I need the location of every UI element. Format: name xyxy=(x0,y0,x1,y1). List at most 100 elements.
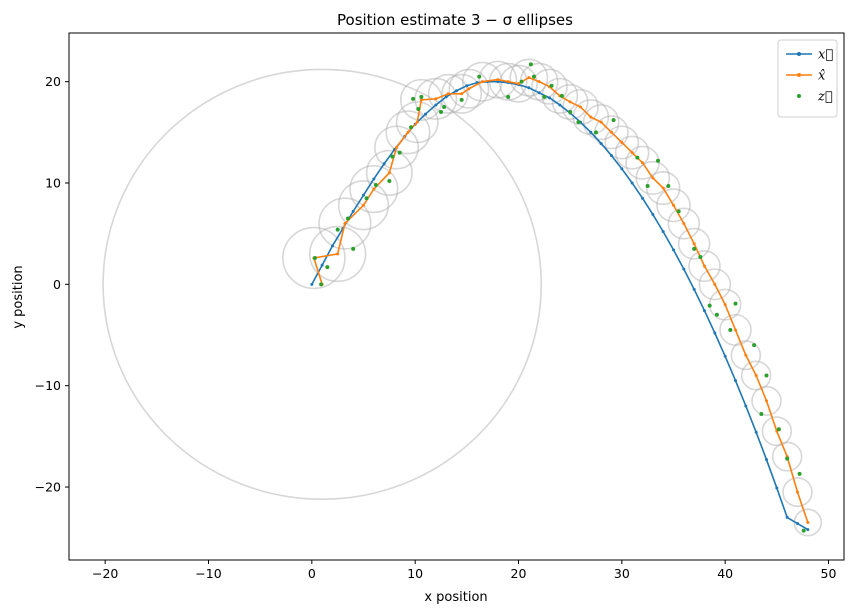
series-x-hat-point xyxy=(517,82,520,86)
series-z-point xyxy=(676,209,681,214)
series-x-true-point xyxy=(723,354,727,358)
ellipses-layer xyxy=(102,58,823,537)
series-x-true-point xyxy=(620,167,624,171)
sigma-ellipse xyxy=(551,83,589,120)
series-z-point xyxy=(459,97,464,102)
series-z-point xyxy=(714,312,719,317)
series-x-true xyxy=(310,80,810,532)
legend-x-hat-marker xyxy=(797,73,801,77)
series-x-hat-point xyxy=(568,100,572,104)
series-x-true-point xyxy=(754,430,758,434)
sigma-ellipse xyxy=(541,77,579,114)
series-x-hat-point xyxy=(703,264,706,268)
series-z-point xyxy=(532,74,536,79)
sigma-ellipse xyxy=(478,60,518,99)
series-x-hat-point xyxy=(506,80,510,84)
series-z-point xyxy=(477,74,482,79)
series-x-true-point xyxy=(692,287,696,291)
legend-z-label: z⃗ xyxy=(817,90,833,105)
series-z-point xyxy=(549,83,554,88)
x-tick-label: 50 xyxy=(821,566,837,581)
series-z-point xyxy=(611,118,616,123)
sigma-ellipse xyxy=(667,207,701,240)
series-x-hat-point xyxy=(620,140,624,144)
series-z-point xyxy=(576,120,581,125)
series-x-hat-point xyxy=(343,222,347,226)
y-tick-label: 20 xyxy=(45,74,61,89)
series-x-hat-point xyxy=(496,78,500,82)
series-z-point xyxy=(759,412,764,417)
series-z-point xyxy=(390,154,395,159)
sigma-ellipse xyxy=(385,110,431,155)
series-z-point xyxy=(542,94,547,99)
x-tick-label: 10 xyxy=(407,566,423,581)
sigma-ellipse xyxy=(656,188,691,223)
series-x-hat-point xyxy=(336,252,340,256)
sigma-ellipse xyxy=(337,180,390,231)
series-x-hat-point xyxy=(796,490,799,494)
series-z-point xyxy=(666,184,671,189)
series-x-true-point xyxy=(703,309,706,313)
series-z-point xyxy=(416,107,421,112)
sigma-ellipse xyxy=(688,250,721,283)
legend-x-true: x⃗ xyxy=(786,48,833,63)
series-x-hat-point xyxy=(723,303,727,307)
series-x-true-point xyxy=(734,379,737,383)
sigma-ellipse xyxy=(282,226,346,290)
series-z-point xyxy=(568,110,573,115)
legend-x-hat-label: x̂ xyxy=(818,69,826,84)
sigma-ellipse xyxy=(582,104,620,141)
sigma-ellipse xyxy=(349,164,399,214)
series-z-point xyxy=(698,254,703,259)
legend-x-hat: x̂ xyxy=(786,69,826,84)
sigma-ellipse xyxy=(740,360,772,391)
series-x-true-point xyxy=(351,209,355,213)
series-x-true-point xyxy=(548,96,551,100)
series-x-true-point xyxy=(310,282,314,286)
sigma-ellipse xyxy=(604,125,640,160)
x-axis-label: x position xyxy=(424,590,487,605)
legend-box xyxy=(777,39,838,118)
sigma-ellipse xyxy=(318,197,372,250)
series-z-point xyxy=(312,255,317,260)
series-x-true-point xyxy=(599,141,603,145)
series-x-hat-point xyxy=(754,374,758,378)
sigma-ellipse xyxy=(448,68,490,109)
series-x-true-point xyxy=(465,84,469,88)
series-x-hat-point xyxy=(372,187,376,191)
series-x-hat-point xyxy=(406,130,410,134)
y-tick-label: 10 xyxy=(45,175,61,190)
x-tick-label: −10 xyxy=(195,566,221,581)
y-axis-label: y position xyxy=(11,265,26,328)
series-x-hat xyxy=(312,76,810,525)
series-x-hat-point xyxy=(713,282,717,286)
series-x-true-point xyxy=(775,486,779,490)
series-z-point xyxy=(801,528,806,533)
series-x-hat-point xyxy=(734,328,737,332)
series-x-true-point xyxy=(527,86,531,90)
legend-z: z⃗ xyxy=(797,90,833,105)
series-x-true-point xyxy=(765,458,768,462)
axes-frame xyxy=(68,32,845,561)
series-x-true-point xyxy=(320,263,324,267)
sigma-ellipse xyxy=(509,58,549,97)
series-z-point xyxy=(442,104,447,109)
series-z-point xyxy=(776,427,781,432)
series-x-hat-point xyxy=(579,105,582,109)
y-tick-label: −10 xyxy=(35,378,61,393)
series-z-point xyxy=(319,282,324,287)
series-z-point xyxy=(528,62,533,67)
sigma-ellipse xyxy=(365,149,413,196)
series-x-hat-point xyxy=(460,92,464,96)
series-x-hat-line xyxy=(312,76,809,523)
sigma-ellipse xyxy=(751,385,782,416)
sigma-ellipse xyxy=(102,68,543,500)
sigma-ellipse xyxy=(441,73,483,114)
series-x-true-point xyxy=(434,103,438,107)
y-axis: −20 −10 0 10 20 xyxy=(35,74,69,495)
series-x-true-point xyxy=(372,177,376,181)
series-z-point xyxy=(707,303,712,308)
x-tick-label: 20 xyxy=(511,566,527,581)
series-z-point xyxy=(635,155,640,160)
